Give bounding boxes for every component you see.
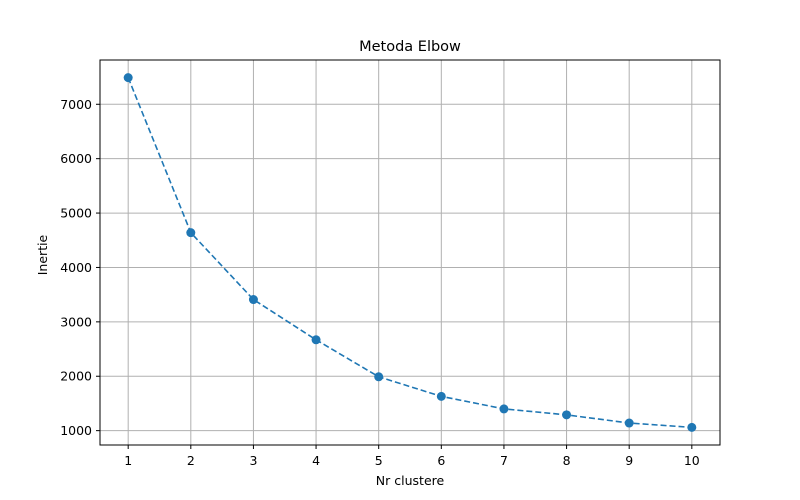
y-tick-label: 3000: [60, 314, 92, 329]
data-point: [437, 392, 446, 401]
data-point: [186, 228, 195, 237]
x-tick-label: 9: [625, 453, 633, 468]
x-axis-label: Nr clustere: [376, 473, 445, 488]
x-tick-label: 8: [563, 453, 571, 468]
data-point: [374, 372, 383, 381]
y-tick-label: 2000: [60, 369, 92, 384]
data-point: [499, 404, 508, 413]
data-point: [625, 419, 634, 428]
chart-title: Metoda Elbow: [359, 39, 461, 55]
data-point: [249, 295, 258, 304]
x-tick-label: 3: [249, 453, 257, 468]
data-point: [312, 335, 321, 344]
x-tick-label: 10: [684, 453, 700, 468]
y-axis-label: Inertie: [35, 234, 50, 275]
x-tick-label: 5: [375, 453, 383, 468]
y-tick-label: 6000: [60, 151, 92, 166]
y-tick-label: 5000: [60, 206, 92, 221]
y-tick-label: 1000: [60, 423, 92, 438]
x-tick-label: 4: [312, 453, 320, 468]
data-point: [124, 73, 133, 82]
x-tick-label: 7: [500, 453, 508, 468]
y-tick-label: 7000: [60, 97, 92, 112]
x-tick-label: 6: [437, 453, 445, 468]
data-point: [687, 423, 696, 432]
x-tick-label: 1: [124, 453, 132, 468]
x-tick-label: 2: [187, 453, 195, 468]
y-tick-label: 4000: [60, 260, 92, 275]
data-point: [562, 410, 571, 419]
